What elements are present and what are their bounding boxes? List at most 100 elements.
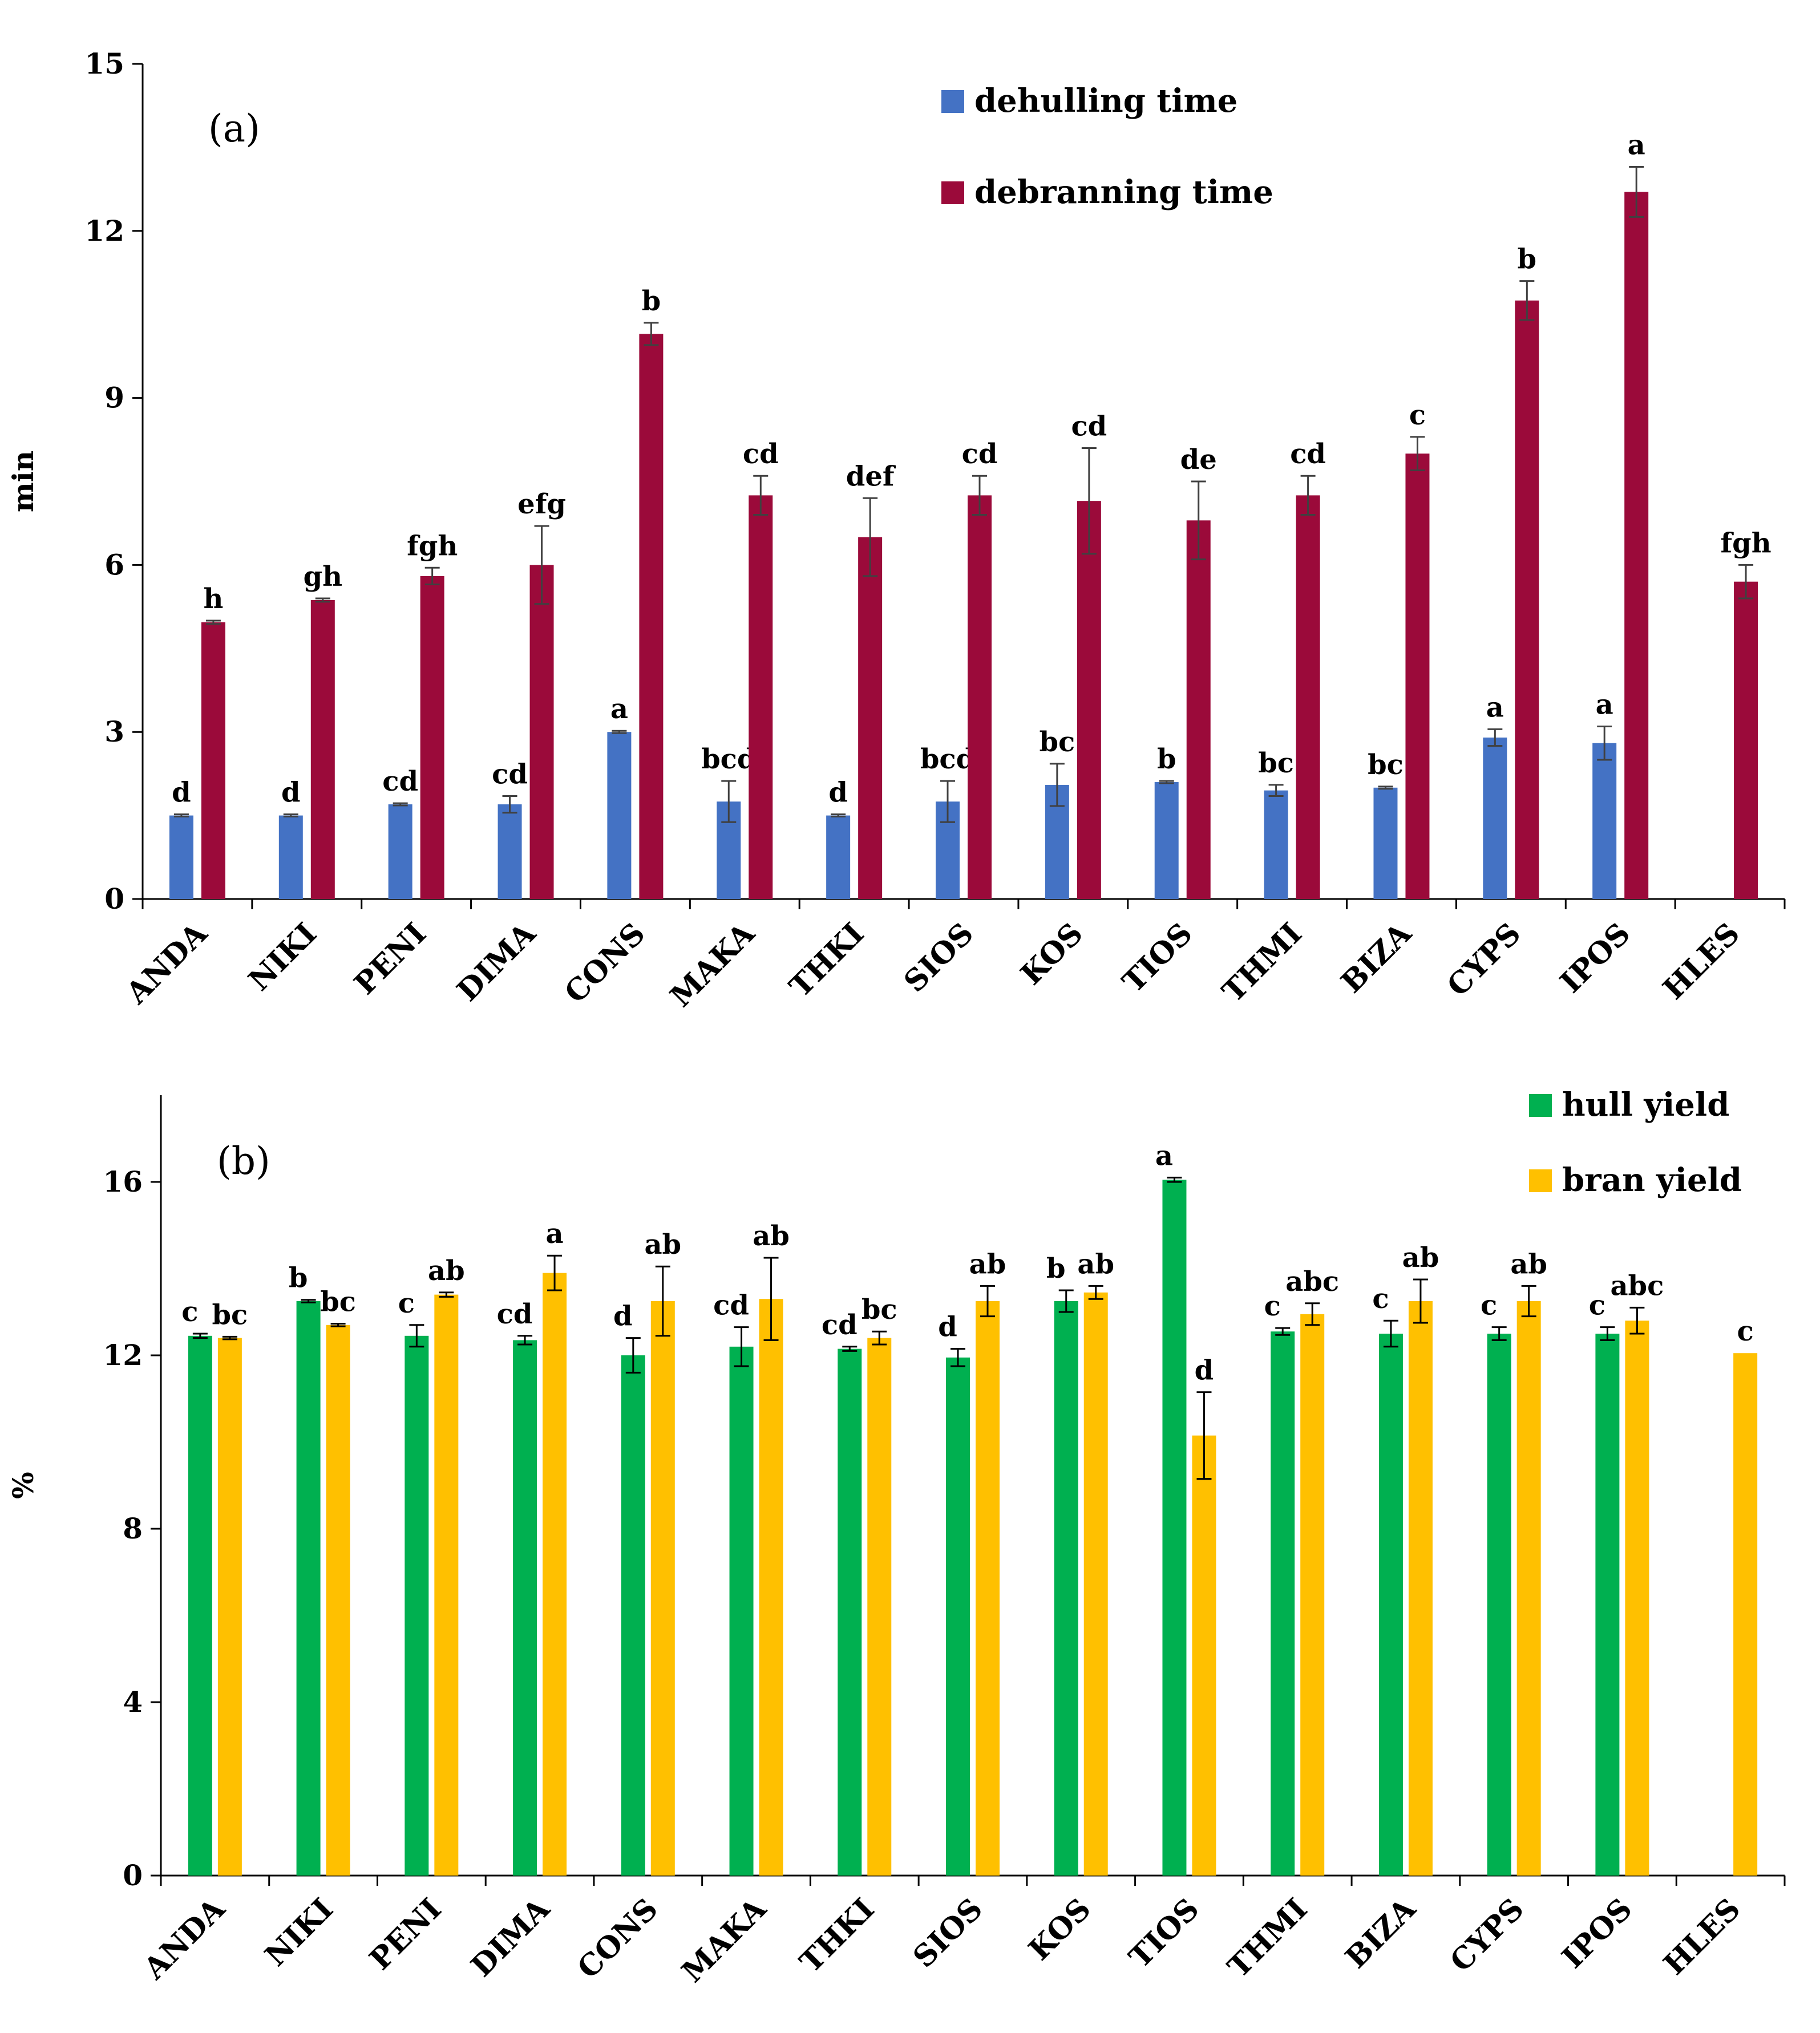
y-tick-label: 8 [123, 1512, 143, 1545]
x-tick-label-tios: TIOS [1122, 1892, 1206, 1975]
x-tick-label-peni: PENI [347, 916, 433, 1002]
bar-hull-yield-anda [188, 1335, 212, 1876]
legend-label: debranning time [974, 173, 1273, 211]
bar-hull-yield-biza [1378, 1334, 1403, 1876]
bar-hull-yield-sios [946, 1357, 970, 1876]
significance-label: c [398, 1287, 415, 1319]
significance-label: c [1737, 1315, 1754, 1347]
bar-debranning-time-niki [310, 600, 335, 899]
bar-hull-yield-thki [838, 1348, 862, 1876]
x-tick-label-ipos: IPOS [1554, 916, 1637, 1000]
legend-label: hull yield [1562, 1086, 1729, 1124]
bar-debranning-time-cyps [1515, 300, 1539, 899]
significance-label: b [289, 1262, 308, 1294]
x-tick-label-dima: DIMA [464, 1892, 557, 1984]
bar-bran-yield-maka [759, 1299, 783, 1876]
significance-label: c [1409, 399, 1426, 431]
bar-bran-yield-anda [217, 1338, 242, 1876]
significance-label: a [1486, 691, 1504, 723]
significance-label: ab [1077, 1248, 1114, 1280]
bar-debranning-time-biza [1405, 453, 1430, 899]
bar-debranning-time-maka [749, 495, 773, 899]
significance-label: cd [1071, 410, 1107, 442]
significance-label: bc [1258, 747, 1294, 779]
bar-debranning-time-thmi [1296, 495, 1320, 899]
x-tick-label-cyps: CYPS [1443, 1892, 1531, 1979]
x-tick-label-kos: KOS [1014, 916, 1090, 992]
bar-hull-yield-thmi [1271, 1331, 1295, 1876]
y-axis-title: min [6, 451, 40, 512]
significance-label: d [938, 1311, 957, 1343]
y-tick-label: 12 [103, 1338, 143, 1372]
bar-debranning-time-kos [1077, 501, 1101, 899]
panel-label: (b) [217, 1139, 270, 1183]
significance-label: ab [1402, 1242, 1439, 1274]
significance-label: fgh [1721, 527, 1772, 559]
bar-hull-yield-ipos [1595, 1334, 1620, 1876]
significance-label: b [642, 285, 661, 317]
bar-dehulling-time-peni [388, 804, 412, 899]
y-tick-label: 15 [84, 47, 124, 80]
significance-label: c [1372, 1283, 1389, 1315]
significance-label: bc [320, 1286, 356, 1318]
bar-hull-yield-niki [296, 1301, 321, 1876]
significance-label: h [203, 583, 223, 615]
bar-hull-yield-kos [1054, 1301, 1078, 1876]
bar-bran-yield-biza [1408, 1301, 1433, 1876]
significance-label: bcd [701, 743, 756, 775]
x-tick-label-dima: DIMA [450, 916, 543, 1009]
x-tick-label-sios: SIOS [907, 1892, 989, 1974]
y-axis-title: % [6, 1472, 40, 1499]
significance-label: cd [1290, 438, 1326, 470]
significance-label: abc [1285, 1266, 1339, 1298]
significance-label: b [1157, 743, 1176, 775]
x-tick-label-biza: BIZA [1338, 1892, 1422, 1975]
significance-label: cd [713, 1290, 749, 1322]
legend-swatch [941, 181, 964, 204]
bar-hull-yield-cyps [1487, 1334, 1511, 1876]
significance-label: bc [1368, 749, 1404, 781]
significance-label: c [1264, 1290, 1281, 1322]
significance-label: bc [862, 1294, 897, 1326]
x-tick-label-biza: BIZA [1334, 916, 1418, 1000]
significance-label: a [1596, 689, 1613, 720]
bar-dehulling-time-biza [1373, 787, 1398, 899]
bar-bran-yield-thmi [1300, 1314, 1325, 1876]
bar-debranning-time-anda [201, 622, 225, 899]
bar-dehulling-time-thki [826, 815, 851, 899]
bar-debranning-time-tios [1186, 520, 1211, 899]
bar-hull-yield-dima [513, 1340, 537, 1876]
bar-bran-yield-cyps [1516, 1301, 1541, 1876]
legend-swatch [941, 90, 964, 113]
legend-label: bran yield [1562, 1161, 1742, 1199]
bar-bran-yield-hles [1733, 1353, 1758, 1876]
significance-label: a [610, 693, 628, 725]
significance-label: a [1628, 129, 1645, 161]
x-tick-label-niki: NIKI [242, 916, 323, 998]
significance-label: ab [969, 1248, 1006, 1280]
significance-label: cd [497, 1298, 533, 1330]
bar-bran-yield-niki [326, 1325, 350, 1876]
bar-debranning-time-cons [639, 334, 664, 899]
panel-a-chart: 03691215mindhANDAdghNIKIcdfghPENIcdefgDI… [6, 47, 1786, 1014]
x-tick-label-maka: MAKA [675, 1892, 773, 1990]
significance-label: c [1589, 1290, 1605, 1322]
x-tick-label-niki: NIKI [258, 1892, 340, 1973]
significance-label: a [1155, 1140, 1173, 1172]
y-tick-label: 16 [103, 1165, 143, 1198]
bar-dehulling-time-niki [278, 815, 303, 899]
legend-label: dehulling time [974, 82, 1237, 120]
x-tick-label-hles: HLES [1657, 1892, 1747, 1982]
bar-debranning-time-thki [858, 537, 883, 899]
x-tick-label-thmi: THMI [1221, 1892, 1314, 1985]
x-tick-label-cons: CONS [571, 1892, 665, 1986]
y-tick-label: 6 [104, 548, 124, 581]
bar-bran-yield-ipos [1625, 1321, 1649, 1876]
bar-dehulling-time-dima [498, 804, 522, 899]
significance-label: abc [1610, 1270, 1664, 1302]
significance-label: ab [644, 1229, 681, 1261]
significance-label: b [1518, 244, 1537, 276]
significance-label: bcd [920, 743, 975, 775]
